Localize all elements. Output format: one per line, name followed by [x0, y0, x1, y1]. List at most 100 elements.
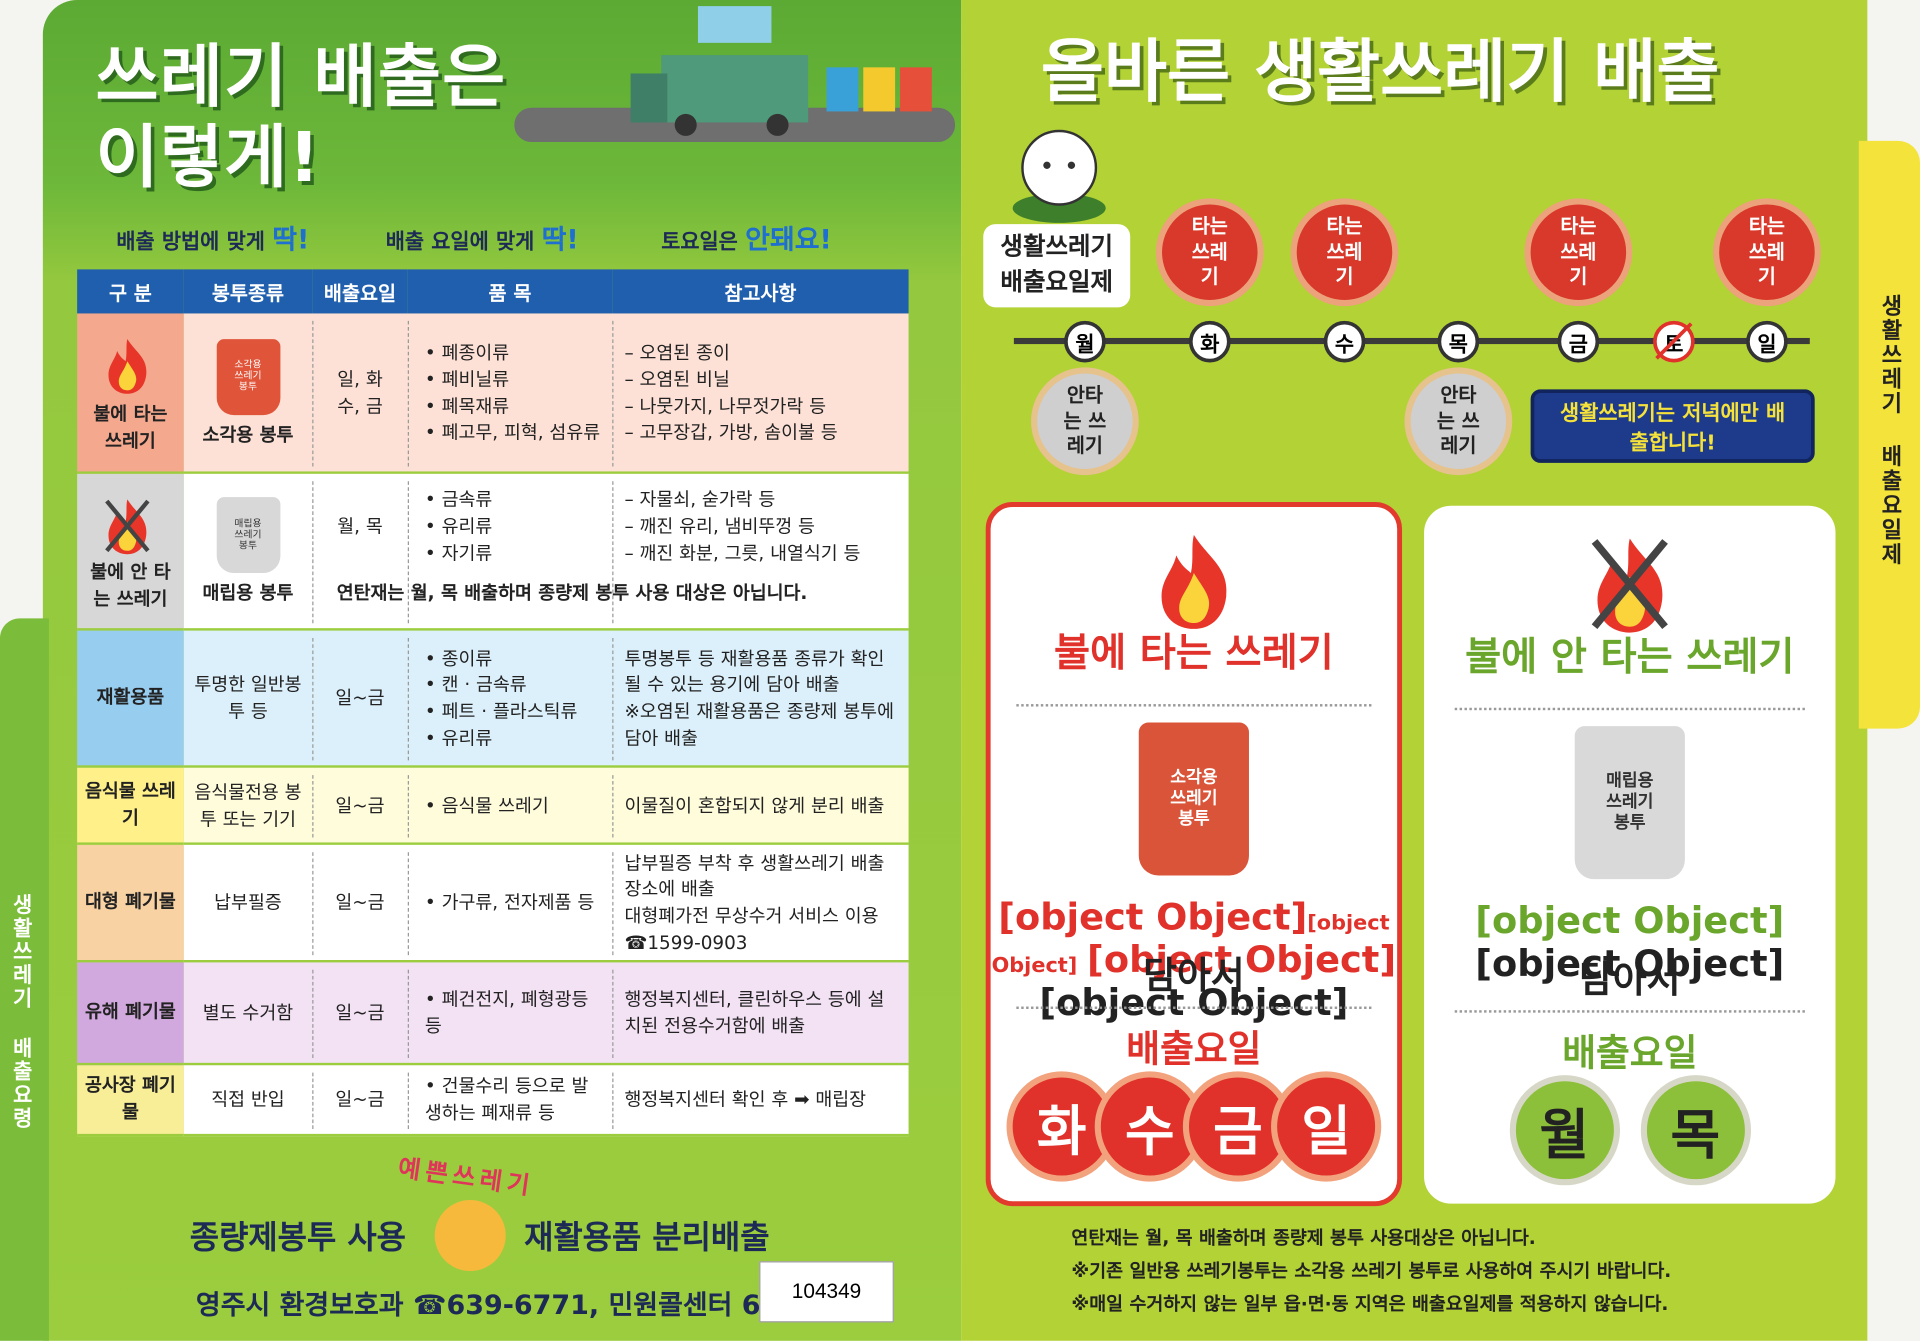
column-divider	[407, 852, 409, 956]
divider	[1454, 707, 1805, 711]
bag-type: 매립용 봉투	[202, 581, 294, 604]
column-divider	[407, 969, 409, 1058]
bag-cell: 음식물전용 봉투 또는 기기	[184, 768, 313, 845]
table-row-bg	[183, 767, 909, 845]
day-circle: 화	[1188, 320, 1231, 363]
card-text-part: [object Object]	[1087, 939, 1397, 983]
flame-icon	[1586, 533, 1674, 641]
column-divider	[612, 775, 614, 838]
days: 일, 화 수, 금	[337, 368, 383, 417]
bag-type: 직접 반입	[211, 1088, 285, 1111]
notes-cell: 이물질이 혼합되지 않게 분리 배출	[612, 768, 908, 845]
truck-body	[661, 55, 809, 123]
bag-cell: 투명한 일반봉투 등	[184, 631, 313, 768]
days: 일~금	[335, 794, 385, 817]
column-divider	[407, 637, 409, 761]
item-text: 종이류	[441, 647, 493, 670]
column-divider	[407, 481, 409, 624]
wheel	[766, 113, 789, 136]
bag-type: 별도 수거함	[202, 1001, 294, 1024]
road	[514, 107, 956, 143]
truck-illustration	[514, 6, 956, 143]
footnote: 연탄재는 월, 목 배출하며 종량제 봉투 사용대상은 아닙니다.	[1071, 1226, 1536, 1249]
day-circle: 월	[1064, 320, 1106, 363]
burnable-circle: 타는 쓰레기	[1155, 198, 1264, 307]
divider	[1016, 1006, 1372, 1009]
item-text: 자기류	[441, 542, 493, 565]
item: • 캔 · 금속류	[424, 673, 527, 696]
item: • 음식물 쓰레기	[424, 794, 549, 817]
day-badge: 금	[1182, 1071, 1294, 1182]
mascot-head	[1021, 129, 1098, 206]
building	[697, 6, 772, 43]
bin	[826, 67, 859, 112]
notes-cell: 투명봉투 등 재활용품 종류가 확인될 수 있는 용기에 담아 배출 ※오염된 재…	[612, 631, 908, 768]
note: – 깨진 유리, 냄비뚜껑 등	[624, 515, 815, 538]
slogan: 배출 방법에 맞게 딱!	[116, 218, 309, 257]
item-text: 폐목재류	[441, 394, 510, 417]
flame-icon-svg	[1591, 538, 1668, 633]
flame-inner	[118, 361, 137, 391]
side-tab-right: 생활쓰레기 배출요일제	[1877, 293, 1903, 567]
flame-inner	[1179, 573, 1210, 624]
card-text-part: [object Object]	[991, 911, 1390, 979]
card-text: [object Object][object Object] [object Ob…	[986, 896, 1402, 1025]
bag-print: 소각용 쓰레기 봉투	[1170, 768, 1218, 829]
footnote: ※매일 수거하지 않는 일부 읍·면·동 지역은 배출요일제를 적용하지 않습니…	[1071, 1293, 1669, 1316]
item-text: 가구류, 전자제품 등	[441, 891, 595, 914]
day-badge: 목	[1640, 1075, 1751, 1186]
days-cell: 일~금	[312, 1065, 408, 1136]
item: • 종이류	[424, 647, 493, 670]
item: • 가구류, 전자제품 등	[424, 891, 595, 914]
column-divider	[312, 969, 314, 1058]
bag-icon: 매립용 쓰레기 봉투	[216, 497, 280, 574]
divider	[1016, 704, 1372, 707]
column-divider	[612, 320, 614, 467]
note: ※오염된 재활용품은 종량제 봉투에 담아 배출	[624, 700, 894, 750]
day-badge: 일	[1271, 1071, 1382, 1182]
bag-illustration: 소각용 쓰레기 봉투	[1138, 722, 1249, 876]
item-text: 음식물 쓰레기	[441, 794, 549, 817]
contact: 영주시 환경보호과 ☎639-6771, 민원콜센터 639-	[195, 1290, 810, 1322]
column-divider	[407, 1072, 409, 1129]
category-label: 음식물 쓰레기	[84, 779, 176, 829]
flame-icon-svg	[105, 499, 150, 555]
flame-icon-svg	[1161, 534, 1227, 629]
slogan: 토요일은 안돼요!	[661, 218, 832, 257]
item: • 건물수리 등으로 발생하는 폐재류 등	[424, 1075, 589, 1125]
slogan: 배출 요일에 맞게 딱!	[386, 218, 579, 257]
bag-type: 납부필증	[214, 891, 282, 914]
truck-cab	[630, 73, 668, 123]
category-label: 재활용품	[96, 685, 165, 708]
item-text: 유리류	[441, 515, 493, 538]
burnable-circle: 타는 쓰레기	[1290, 198, 1399, 307]
column-divider	[407, 320, 409, 467]
burnable-circle: 타는 쓰레기	[1524, 198, 1633, 307]
column-divider	[612, 969, 614, 1058]
notice: 생활쓰레기는 저녁에만 배출합니다!	[1530, 389, 1815, 463]
note: 행정복지센터, 클린하우스 등에 설치된 전용수거함에 배출	[624, 988, 885, 1038]
item: • 유리류	[424, 727, 493, 750]
table-header-cell: 봉투종류	[183, 269, 313, 314]
item-text: 페트 · 플라스틱류	[441, 700, 578, 723]
schedule-label: 생활쓰레기 배출요일제	[983, 224, 1131, 308]
item-text: 폐고무, 피혁, 섬유류	[441, 421, 601, 444]
item: • 폐건전지, 폐형광등 등	[424, 988, 589, 1038]
timeline-line	[1013, 337, 1810, 345]
items-cell: • 폐건전지, 폐형광등 등	[408, 962, 612, 1065]
mascot-eye	[1067, 161, 1076, 169]
category-cell: 재활용품	[77, 630, 184, 768]
category-label: 불에 타는 쓰레기	[93, 402, 168, 452]
mascot	[1012, 129, 1106, 223]
page-title: 쓰레기 배출은	[95, 37, 507, 118]
cross	[105, 499, 150, 553]
mascot-eye	[1043, 161, 1051, 169]
column-divider	[407, 775, 409, 838]
card-text-line2: 담아서	[1579, 958, 1681, 1002]
days: 일~금	[335, 687, 385, 710]
notes-cell: – 자물쇠, 숟가락 등 – 깨진 유리, 냄비뚜껑 등 – 깨진 화분, 그릇, …	[612, 474, 908, 582]
row-footnote: 연탄재는 월, 목 배출하며 종량제 봉투 사용 대상은 아닙니다.	[336, 581, 808, 604]
days-label: 배출요일	[1562, 1032, 1698, 1076]
